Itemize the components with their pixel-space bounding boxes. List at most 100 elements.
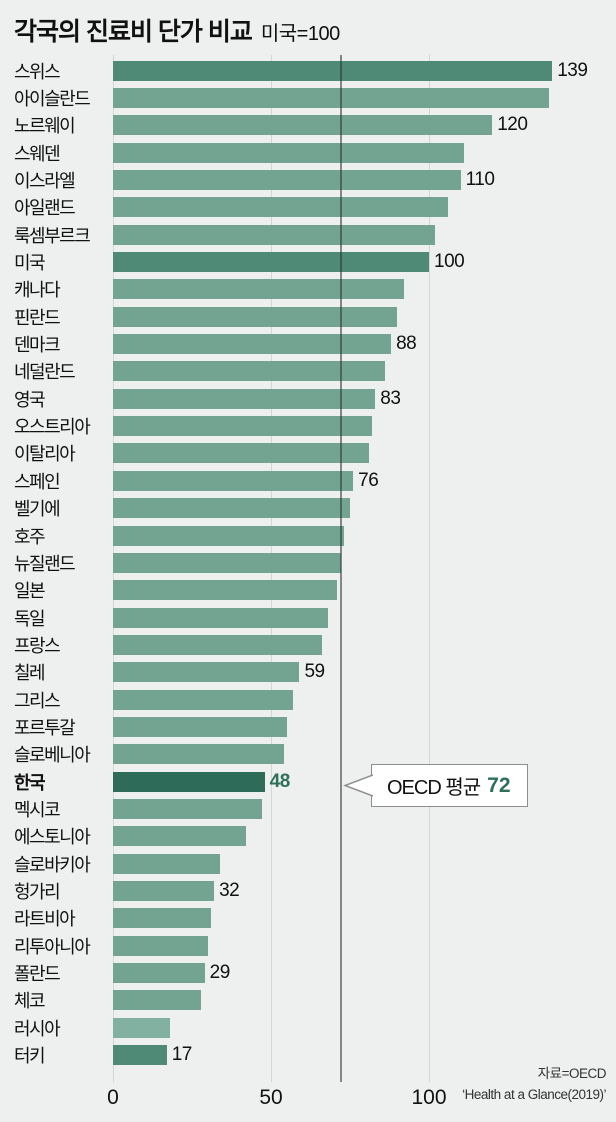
value-label: 139 bbox=[557, 59, 588, 81]
bar bbox=[113, 170, 461, 191]
callout-label: OECD 평균 bbox=[387, 777, 481, 799]
bar-row: 덴마크 88 bbox=[14, 330, 616, 357]
country-label: 스웨덴 bbox=[14, 143, 61, 164]
country-label: 노르웨이 bbox=[14, 116, 76, 137]
bar-row: 영국 83 bbox=[14, 385, 616, 412]
country-label: 칠레 bbox=[14, 663, 46, 684]
bar-row: 폴란드 29 bbox=[14, 959, 616, 986]
country-label: 멕시코 bbox=[14, 799, 61, 820]
bar bbox=[113, 826, 246, 847]
page-subtitle: 미국=100 bbox=[260, 23, 340, 45]
country-label: 이탈리아 bbox=[14, 444, 76, 465]
country-label: 러시아 bbox=[14, 1018, 61, 1039]
bar bbox=[113, 197, 448, 218]
bar-row: 독일 bbox=[14, 604, 616, 631]
bar-row: 라트비아 bbox=[14, 905, 616, 932]
bar bbox=[113, 306, 398, 327]
country-label: 핀란드 bbox=[14, 307, 61, 328]
bar bbox=[113, 60, 553, 81]
bar bbox=[113, 334, 392, 355]
country-label: 체코 bbox=[14, 991, 46, 1012]
bar bbox=[113, 880, 215, 901]
oecd-average-reference-line bbox=[339, 55, 342, 1082]
bar bbox=[113, 716, 287, 737]
bar-row: 이탈리아 bbox=[14, 440, 616, 467]
country-label: 터키 bbox=[14, 1046, 46, 1067]
bar bbox=[113, 525, 344, 546]
country-label: 포르투갈 bbox=[14, 717, 76, 738]
bar bbox=[113, 990, 202, 1011]
bar-row: 호주 bbox=[14, 522, 616, 549]
bar-row: 벨기에 bbox=[14, 495, 616, 522]
bar-row: 캐나다 bbox=[14, 276, 616, 303]
bar-row: 스페인 76 bbox=[14, 467, 616, 494]
source-note: 자료=OECD ‘Health at a Glance(2019)’ bbox=[462, 1064, 606, 1106]
value-label: 48 bbox=[269, 770, 291, 792]
bar bbox=[113, 470, 354, 491]
bar-row: 스위스 139 bbox=[14, 57, 616, 84]
oecd-average-callout: OECD 평균 72 bbox=[343, 764, 528, 807]
country-label: 덴마크 bbox=[14, 335, 61, 356]
bar bbox=[113, 388, 376, 409]
bar-row: 이스라엘 110 bbox=[14, 166, 616, 193]
bar bbox=[113, 935, 208, 956]
country-label: 뉴질랜드 bbox=[14, 553, 76, 574]
bar-row: 아이슬란드 bbox=[14, 84, 616, 111]
value-label: 76 bbox=[358, 469, 379, 491]
x-axis-tick-100: 100 bbox=[411, 1086, 447, 1109]
bar-row: 프랑스 bbox=[14, 631, 616, 658]
bar bbox=[113, 689, 294, 710]
bar-row: 룩셈부르크 bbox=[14, 221, 616, 248]
bar bbox=[113, 634, 322, 655]
bar bbox=[113, 224, 436, 245]
value-label: 83 bbox=[380, 387, 401, 409]
bar-row: 체코 bbox=[14, 987, 616, 1014]
gridline-100 bbox=[429, 55, 430, 1082]
country-label: 리투아니아 bbox=[14, 936, 91, 957]
bar-row: 미국 100 bbox=[14, 248, 616, 275]
country-label: 스위스 bbox=[14, 61, 61, 82]
bar-row: 일본 bbox=[14, 577, 616, 604]
bar bbox=[113, 142, 464, 163]
bar bbox=[113, 908, 211, 929]
value-label: 88 bbox=[396, 333, 417, 355]
bar-row: 아일랜드 bbox=[14, 194, 616, 221]
bar bbox=[113, 963, 205, 984]
bar bbox=[113, 853, 221, 874]
value-label: 59 bbox=[304, 661, 325, 683]
bar-row: 터키 17 bbox=[14, 1041, 616, 1068]
country-label: 폴란드 bbox=[14, 964, 61, 985]
x-axis-tick-0: 0 bbox=[107, 1086, 119, 1109]
bar bbox=[113, 662, 300, 683]
bar bbox=[113, 279, 404, 300]
bar-row: 헝가리 32 bbox=[14, 877, 616, 904]
bar-row: 슬로베니아 bbox=[14, 741, 616, 768]
bar bbox=[113, 498, 350, 519]
bar bbox=[113, 580, 338, 601]
source-line-1: 자료=OECD bbox=[537, 1066, 607, 1081]
bar bbox=[113, 416, 373, 437]
country-label: 그리스 bbox=[14, 690, 61, 711]
country-label: 벨기에 bbox=[14, 499, 61, 520]
bar bbox=[113, 771, 265, 792]
country-label: 라트비아 bbox=[14, 909, 76, 930]
bar bbox=[113, 443, 369, 464]
bar-rows-container: 스위스 139 아이슬란드 노르웨이 120 스웨덴 이스라엘 110 아일랜드 룩셈부르크 미국 1… bbox=[14, 57, 616, 1069]
country-label: 캐나다 bbox=[14, 280, 61, 301]
country-label: 독일 bbox=[14, 608, 46, 629]
value-label: 17 bbox=[171, 1044, 193, 1066]
country-label: 오스트리아 bbox=[14, 417, 91, 438]
bar-row: 러시아 bbox=[14, 1014, 616, 1041]
country-label: 슬로바키아 bbox=[14, 854, 91, 875]
chart-header: 각국의 진료비 단가 비교 미국=100 bbox=[14, 12, 606, 48]
page-title: 각국의 진료비 단가 비교 bbox=[14, 18, 253, 46]
bar-row: 한국 48 bbox=[14, 768, 616, 795]
country-label: 슬로베니아 bbox=[14, 745, 91, 766]
bar-row: 칠레 59 bbox=[14, 659, 616, 686]
country-label: 호주 bbox=[14, 526, 46, 547]
country-label: 프랑스 bbox=[14, 635, 61, 656]
value-label: 32 bbox=[219, 879, 240, 901]
bar bbox=[113, 1045, 167, 1066]
